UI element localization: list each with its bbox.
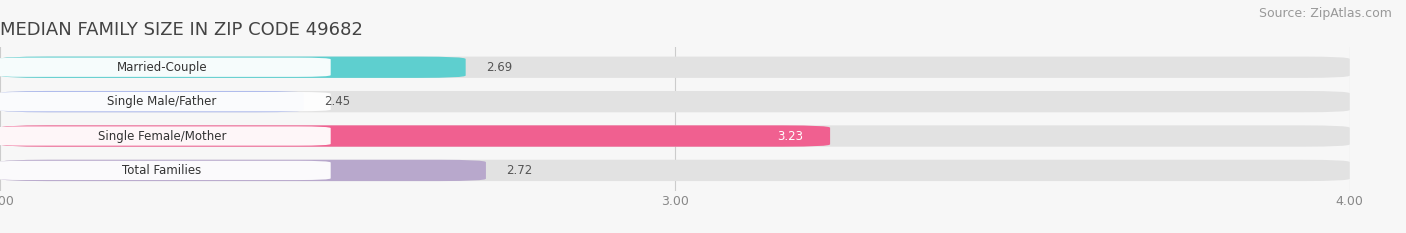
FancyBboxPatch shape [0,57,465,78]
FancyBboxPatch shape [0,91,304,112]
FancyBboxPatch shape [0,125,830,147]
FancyBboxPatch shape [0,160,1350,181]
Text: 2.72: 2.72 [506,164,533,177]
Text: Single Female/Mother: Single Female/Mother [98,130,226,143]
FancyBboxPatch shape [0,160,486,181]
Text: 2.45: 2.45 [323,95,350,108]
FancyBboxPatch shape [0,161,330,180]
FancyBboxPatch shape [0,58,330,77]
Text: Total Families: Total Families [122,164,201,177]
Text: 3.23: 3.23 [778,130,803,143]
FancyBboxPatch shape [0,57,1350,78]
FancyBboxPatch shape [0,92,330,111]
Text: Married-Couple: Married-Couple [117,61,207,74]
Text: Single Male/Father: Single Male/Father [107,95,217,108]
Text: Source: ZipAtlas.com: Source: ZipAtlas.com [1258,7,1392,20]
FancyBboxPatch shape [0,91,1350,112]
Text: 2.69: 2.69 [486,61,512,74]
Text: MEDIAN FAMILY SIZE IN ZIP CODE 49682: MEDIAN FAMILY SIZE IN ZIP CODE 49682 [0,21,363,39]
FancyBboxPatch shape [0,126,330,146]
FancyBboxPatch shape [0,125,1350,147]
